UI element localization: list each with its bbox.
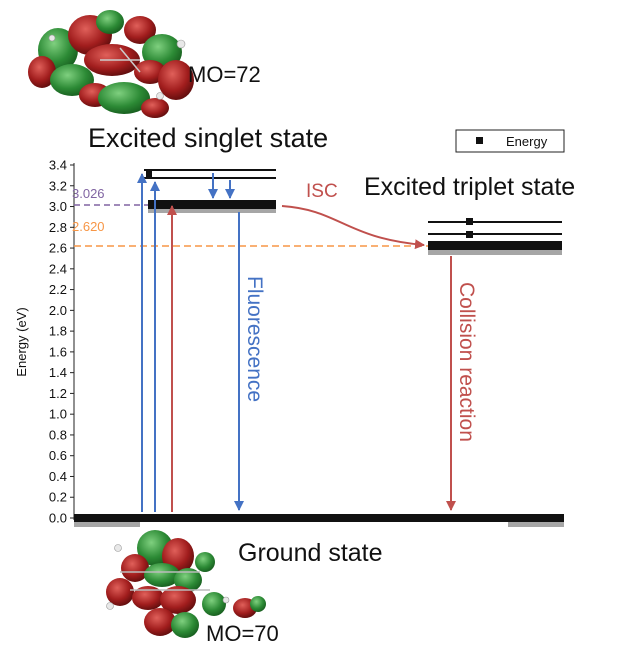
y-tick-label: 0.0	[49, 511, 67, 526]
legend-marker	[476, 137, 483, 144]
triplet-level-marker-2	[466, 231, 473, 238]
ground-state-title: Ground state	[238, 539, 383, 567]
y-tick-label: 0.2	[49, 490, 67, 505]
triplet-level-value: 2.620	[72, 219, 105, 234]
y-tick-label: 3.0	[49, 199, 67, 214]
mo-70-label: MO=70	[206, 621, 279, 645]
singlet-state-title: Excited singlet state	[88, 123, 328, 153]
y-axis-label: Energy (eV)	[14, 307, 29, 376]
collision-reaction-label: Collision reaction	[455, 282, 478, 442]
isc-label: ISC	[306, 181, 338, 202]
y-tick-label: 1.4	[49, 365, 67, 380]
triplet-state-title: Excited triplet state	[364, 173, 575, 201]
y-tick-label: 3.4	[49, 158, 67, 173]
y-tick-label: 1.2	[49, 386, 67, 401]
singlet-level-shadow	[148, 209, 276, 213]
y-tick-label: 0.4	[49, 469, 67, 484]
ground-state-level	[74, 514, 564, 522]
y-tick-label: 1.0	[49, 407, 67, 422]
molecular-orbital-72-image	[28, 10, 194, 118]
ground-level-shadow-left	[74, 522, 140, 527]
singlet-level-marker	[146, 170, 152, 178]
y-tick-label: 2.0	[49, 303, 67, 318]
singlet-level-value: 3.026	[72, 186, 105, 201]
mo-72-label: MO=72	[188, 62, 261, 87]
isc-arrow	[281, 205, 425, 250]
y-tick-label: 2.6	[49, 241, 67, 256]
y-tick-label: 1.6	[49, 344, 67, 359]
legend-label: Energy	[506, 134, 548, 149]
molecular-orbital-70-image	[106, 530, 266, 638]
y-axis: 0.0 0.2 0.4 0.6 0.8 1.0 1.2 1.4 1.6 1.8 2.0 2.2 2.4 2…	[14, 158, 75, 526]
ground-level-shadow-right	[508, 522, 564, 527]
singlet-level-s1	[148, 200, 276, 209]
triplet-level-t1	[428, 241, 562, 250]
y-tick-label: 1.8	[49, 324, 67, 339]
legend: Energy	[455, 129, 565, 153]
y-tick-label: 0.8	[49, 427, 67, 442]
y-tick-label: 2.4	[49, 261, 67, 276]
y-tick-label: 0.6	[49, 448, 67, 463]
y-tick-label: 2.8	[49, 220, 67, 235]
triplet-level-shadow	[428, 250, 562, 255]
y-tick-label: 2.2	[49, 282, 67, 297]
triplet-level-marker-1	[466, 218, 473, 225]
y-tick-label: 3.2	[49, 178, 67, 193]
fluorescence-label: Fluorescence	[243, 276, 266, 402]
